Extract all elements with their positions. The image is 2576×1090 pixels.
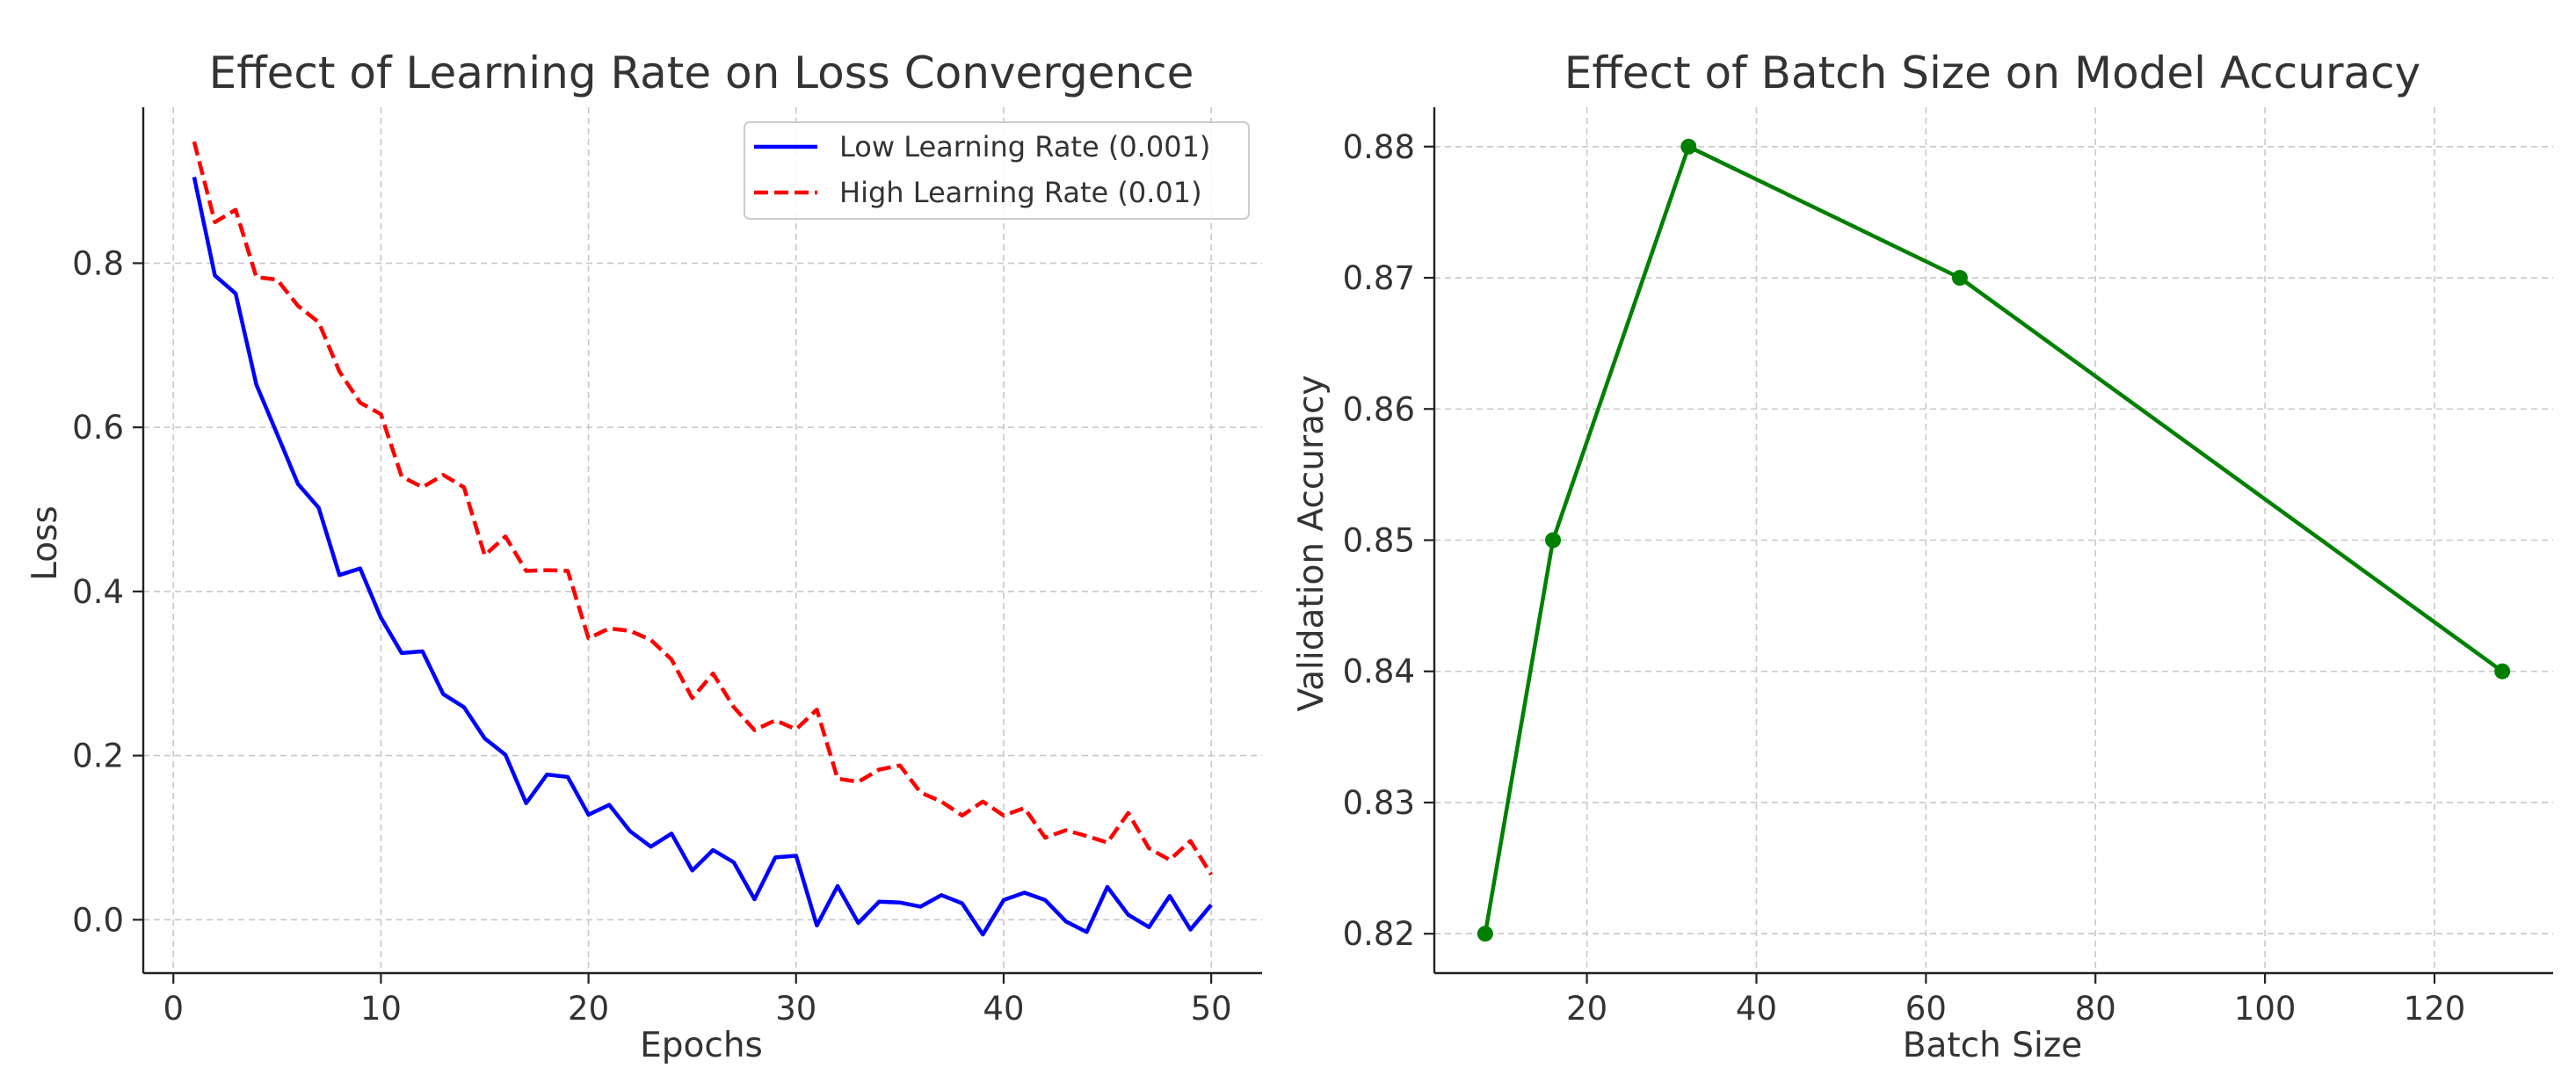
loss-chart-axes: 0 10 20 30 40 50 0.0 0.2 0.4 0.6 0.8 xyxy=(72,107,1262,1028)
x-tick-label: 0 xyxy=(163,990,184,1028)
x-tick-label: 80 xyxy=(2075,990,2116,1028)
y-tick-label: 0.88 xyxy=(1343,128,1415,166)
accuracy-chart-title: Effect of Batch Size on Model Accuracy xyxy=(1564,47,2421,98)
x-tick-label: 30 xyxy=(775,990,816,1028)
legend-label-high-lr: High Learning Rate (0.01) xyxy=(839,176,1202,209)
series-line-1 xyxy=(192,141,1214,876)
x-tick-label: 20 xyxy=(568,990,609,1028)
data-point xyxy=(1477,926,1493,942)
accuracy-chart-axes: 20 40 60 80 100 120 0.82 0.83 0.84 0.85 0.86 0.87 0.… xyxy=(1343,107,2553,1028)
legend-label-low-lr: Low Learning Rate (0.001) xyxy=(839,130,1210,164)
y-tick-label: 0.84 xyxy=(1343,653,1415,691)
data-point xyxy=(1951,270,1968,287)
loss-chart-grid xyxy=(143,107,1262,973)
accuracy-chart-ylabel: Validation Accuracy xyxy=(1292,374,1332,711)
y-tick-label: 0.4 xyxy=(72,573,124,611)
y-tick-label: 0.2 xyxy=(72,738,124,775)
accuracy-chart: 20 40 60 80 100 120 0.82 0.83 0.84 0.85 0.86 0.87 0.… xyxy=(1292,47,2553,1065)
x-tick-label: 40 xyxy=(1736,990,1777,1028)
data-point xyxy=(1680,138,1697,155)
y-tick-label: 0.85 xyxy=(1343,522,1415,560)
accuracy-chart-series xyxy=(1477,138,2511,942)
series-line-0 xyxy=(192,176,1213,937)
y-tick-label: 0.87 xyxy=(1343,259,1415,297)
x-tick-label: 50 xyxy=(1191,990,1232,1028)
x-tick-label: 40 xyxy=(983,990,1024,1028)
x-tick-label: 20 xyxy=(1566,990,1607,1028)
loss-chart-title: Effect of Learning Rate on Loss Converge… xyxy=(209,47,1194,98)
loss-chart: 0 10 20 30 40 50 0.0 0.2 0.4 0.6 0.8 Effect of Lea… xyxy=(25,47,1262,1065)
x-tick-label: 100 xyxy=(2234,990,2297,1028)
loss-chart-ylabel: Loss xyxy=(25,505,65,581)
data-point xyxy=(1545,532,1562,549)
accuracy-chart-grid xyxy=(1434,107,2553,973)
y-tick-label: 0.82 xyxy=(1343,915,1415,953)
x-tick-label: 10 xyxy=(360,990,402,1028)
loss-chart-series xyxy=(192,141,1214,937)
loss-chart-legend: Low Learning Rate (0.001) High Learning … xyxy=(744,121,1250,220)
y-tick-label: 0.0 xyxy=(72,901,124,939)
y-tick-label: 0.8 xyxy=(72,244,124,282)
y-tick-label: 0.6 xyxy=(72,409,124,447)
loss-chart-xlabel: Epochs xyxy=(640,1026,763,1065)
x-tick-label: 60 xyxy=(1905,990,1947,1028)
y-tick-label: 0.86 xyxy=(1343,390,1415,428)
data-point xyxy=(2494,663,2511,679)
legend-box xyxy=(744,121,1250,220)
accuracy-chart-xlabel: Batch Size xyxy=(1903,1026,2083,1065)
x-tick-label: 120 xyxy=(2404,990,2466,1028)
y-tick-label: 0.83 xyxy=(1343,784,1415,822)
